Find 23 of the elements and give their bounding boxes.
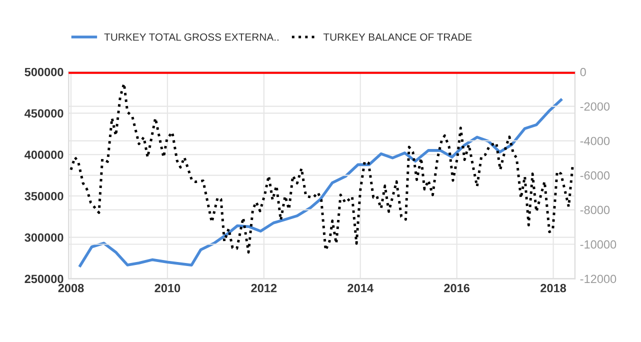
y2-tick-label: -8000	[580, 206, 610, 214]
y2-tick-label: -4000	[580, 136, 610, 146]
x-tick-label: 2014	[348, 284, 374, 292]
y-tick-label: 500000	[24, 68, 64, 76]
y-tick-label: 250000	[24, 274, 64, 284]
y-tick-label: 450000	[24, 109, 64, 118]
y2-tick-label: -2000	[580, 102, 610, 111]
x-tick-label: 2010	[154, 284, 180, 292]
line-series	[70, 82, 574, 254]
x-tick-label: 2016	[444, 284, 470, 292]
y2-tick-label: 0	[580, 68, 586, 76]
y-tick-label: 300000	[24, 233, 64, 242]
y-tick-label: 350000	[24, 192, 64, 200]
x-tick-label: 2018	[540, 284, 566, 292]
x-tick-label: 2012	[251, 284, 277, 292]
legend-label: TURKEY BALANCE OF TRADE	[323, 33, 472, 41]
y2-tick-label: -12000	[580, 274, 616, 284]
x-tick-label: 2008	[58, 284, 84, 292]
legend-label: TURKEY TOTAL GROSS EXTERNA..	[104, 33, 278, 41]
y2-tick-label: -6000	[580, 171, 610, 180]
line-series	[78, 98, 562, 268]
y-tick-label: 400000	[24, 150, 64, 159]
y2-tick-label: -10000	[580, 240, 616, 249]
